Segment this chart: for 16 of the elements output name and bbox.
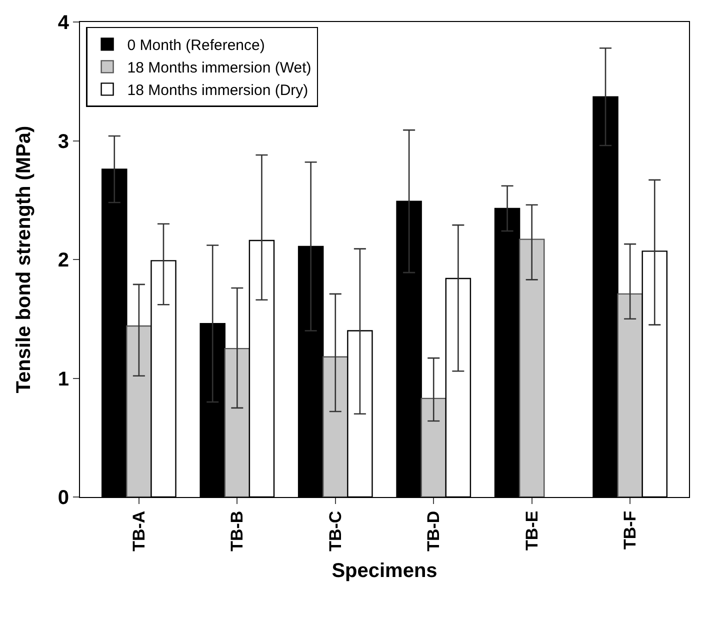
x-tick-label: TB-D — [424, 510, 444, 552]
x-tick-label: TB-C — [326, 510, 345, 552]
x-tick-label: TB-A — [129, 510, 148, 552]
y-tick-label: 0 — [58, 487, 69, 509]
x-tick-label: TB-E — [522, 510, 542, 550]
x-tick-label: TB-B — [228, 510, 247, 552]
y-tick-label: 4 — [58, 12, 70, 34]
x-axis-title: Specimens — [332, 560, 438, 582]
y-axis-title: Tensile bond strength (MPa) — [13, 126, 35, 394]
legend-label: 18 Months immersion (Dry) — [127, 82, 308, 100]
y-tick-label: 2 — [58, 250, 69, 272]
legend-label: 0 Month (Reference) — [127, 37, 265, 54]
y-tick-label: 1 — [58, 368, 69, 390]
y-tick-label: 3 — [58, 130, 69, 153]
x-tick-label: TB-F — [620, 510, 640, 550]
legend-label: 18 Months immersion (Wet) — [127, 60, 312, 77]
